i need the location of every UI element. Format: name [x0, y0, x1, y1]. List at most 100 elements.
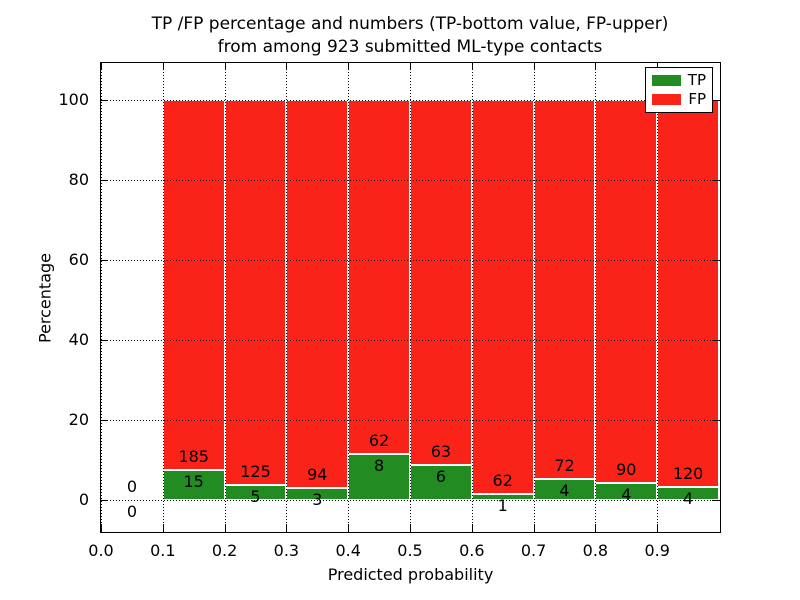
y-tick-label: 60 — [68, 250, 89, 269]
x-gridline — [224, 63, 226, 532]
fp-count-label: 62 — [492, 470, 513, 490]
x-tick-mark-bottom — [595, 524, 597, 531]
tp-count-label: 5 — [250, 486, 261, 506]
legend: TP FP — [645, 67, 713, 113]
legend-item-fp: FP — [652, 92, 706, 107]
bar-segment-fp — [286, 100, 349, 488]
y-tick-mark-right — [712, 180, 719, 181]
y-tick-label: 20 — [68, 410, 89, 429]
x-tick-mark-top — [101, 63, 102, 70]
y-tick-mark-left — [101, 100, 108, 101]
bar-segment-fp — [162, 100, 225, 470]
x-tick-mark-top — [595, 63, 597, 70]
plot-area: 0.0 0.1 0.2 0.3 0.4 0.5 0.6 0.7 0.8 0.9 0 20 40 60 80 1… — [58, 62, 721, 560]
y-tick-mark-right — [712, 100, 719, 101]
x-gridline — [533, 63, 535, 532]
x-tick-mark-bottom — [348, 524, 350, 531]
x-tick-mark-top — [286, 63, 288, 70]
x-tick-mark-bottom — [533, 524, 535, 531]
legend-label-fp: FP — [688, 90, 706, 108]
y-gridline — [101, 100, 720, 101]
bar-segment-fp — [348, 100, 410, 455]
x-gridline — [410, 63, 411, 532]
x-tick-label: 0.2 — [211, 541, 238, 560]
x-tick-mark-top — [471, 63, 473, 70]
x-tick-mark-bottom — [101, 524, 102, 531]
tp-swatch-icon — [652, 75, 681, 86]
y-gridline — [101, 260, 720, 261]
y-gridline — [101, 180, 720, 181]
x-gridline — [286, 63, 288, 532]
y-tick-label: 100 — [58, 90, 89, 109]
fp-count-label: 185 — [178, 447, 209, 466]
x-tick-mark-top — [533, 63, 535, 70]
legend-item-tp: TP — [652, 73, 706, 88]
y-gridline — [101, 500, 720, 501]
y-tick-label: 0 — [78, 490, 89, 509]
x-gridline — [471, 63, 473, 532]
y-tick-mark-left — [101, 420, 108, 421]
y-tick-mark-right — [712, 500, 719, 501]
x-tick-label: 0.8 — [582, 541, 609, 560]
tp-count-label: 8 — [374, 456, 385, 476]
fp-count-label: 120 — [672, 464, 704, 484]
x-tick-mark-bottom — [471, 524, 473, 531]
x-tick-label: 0.5 — [397, 541, 423, 560]
tp-count-label: 3 — [312, 489, 323, 509]
fp-count-label: 62 — [368, 431, 390, 451]
bar-segment-fp — [410, 100, 472, 466]
fp-count-label: 0 — [126, 477, 137, 496]
tp-count-label: 4 — [683, 489, 694, 509]
tp-count-label: 4 — [621, 484, 632, 504]
fp-count-label: 72 — [554, 455, 575, 475]
bar-segment-tp — [162, 470, 225, 500]
bar-segment-tp — [348, 454, 410, 500]
x-tick-mark-bottom — [162, 524, 164, 531]
tp-count-label: 6 — [435, 467, 446, 487]
chart-title: TP /FP percentage and numbers (TP-bottom… — [10, 13, 800, 59]
x-gridline — [101, 63, 102, 532]
chart-title-line1: TP /FP percentage and numbers (TP-bottom… — [151, 14, 669, 34]
tp-count-label: 15 — [183, 472, 204, 491]
tp-count-label: 0 — [126, 502, 137, 521]
y-tick-mark-right — [712, 260, 719, 261]
x-axis-label: Predicted probability — [327, 565, 494, 584]
tp-count-label: 4 — [559, 480, 570, 500]
x-tick-mark-bottom — [286, 524, 288, 531]
bar-segment-fp — [533, 100, 596, 479]
x-tick-label: 0.7 — [520, 541, 547, 560]
fp-count-label: 90 — [616, 459, 637, 479]
y-tick-mark-left — [101, 260, 108, 261]
x-tick-mark-top — [224, 63, 226, 70]
bar-segment-fp — [471, 100, 534, 494]
y-gridline — [101, 340, 720, 341]
bar-segment-tp — [410, 465, 472, 500]
fp-count-label: 94 — [307, 464, 328, 484]
bar-segment-fp — [657, 100, 719, 488]
y-tick-mark-left — [101, 500, 108, 501]
y-tick-mark-right — [712, 340, 719, 341]
fp-count-label: 63 — [430, 442, 452, 462]
y-tick-mark-right — [712, 420, 719, 421]
x-tick-label: 0.6 — [459, 541, 485, 560]
fp-count-label: 125 — [240, 461, 271, 481]
bar-segment-fp — [224, 100, 287, 485]
x-gridline — [348, 63, 350, 532]
x-tick-mark-bottom — [224, 524, 226, 531]
x-tick-label: 0.9 — [644, 541, 670, 560]
y-tick-mark-left — [101, 180, 108, 181]
x-tick-mark-top — [162, 63, 164, 70]
y-tick-label: 80 — [68, 170, 89, 189]
x-gridline — [657, 63, 659, 532]
x-tick-mark-top — [657, 63, 659, 70]
x-gridline — [162, 63, 164, 532]
chart-title-line2: from among 923 submitted ML-type contact… — [217, 37, 603, 57]
x-gridline — [595, 63, 597, 532]
x-tick-mark-top — [410, 63, 411, 70]
legend-label-tp: TP — [687, 71, 706, 89]
y-gridline — [101, 420, 720, 421]
x-tick-label: 0.1 — [150, 541, 176, 560]
y-tick-mark-left — [101, 340, 108, 341]
x-tick-mark-bottom — [657, 524, 659, 531]
